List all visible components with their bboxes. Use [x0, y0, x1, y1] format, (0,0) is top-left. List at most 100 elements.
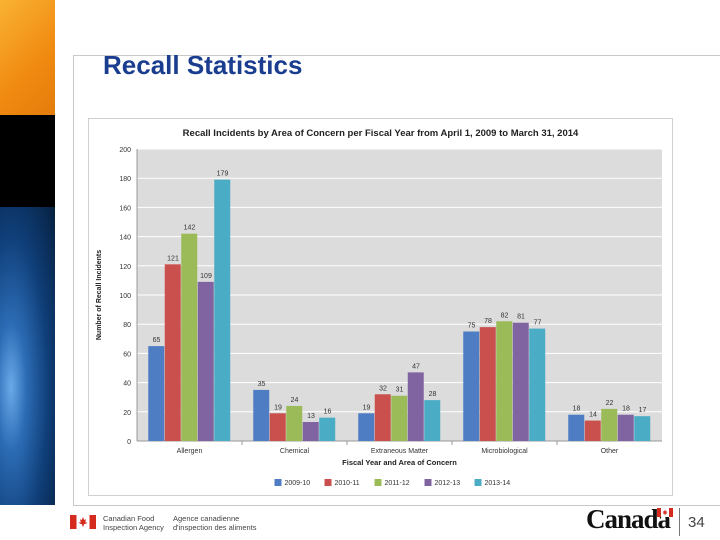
frame-horizontal-rule [73, 55, 720, 56]
y-tick-label: 0 [127, 439, 131, 446]
bar [181, 233, 198, 441]
data-label: 22 [606, 400, 614, 407]
bar [479, 327, 496, 441]
canada-flag-icon [70, 515, 96, 529]
bar-chart: 0 20 40 60 80 100 120 140 160 180 200 65 121 142 109 17… [96, 147, 662, 487]
data-label: 78 [484, 318, 492, 325]
x-axis-label: Fiscal Year and Area of Concern [342, 458, 457, 467]
side-band-blue [0, 207, 55, 507]
x-tick-label: Extraneous Matter [371, 448, 429, 455]
dept-en-line1: Canadian Food [103, 514, 155, 523]
y-tick-label: 80 [123, 322, 131, 329]
data-label: 18 [622, 406, 630, 413]
data-label: 28 [429, 391, 437, 398]
data-label: 81 [517, 314, 525, 321]
bar [197, 281, 214, 441]
y-tick-label: 60 [123, 351, 131, 358]
bar [584, 420, 601, 441]
data-label: 17 [639, 407, 647, 414]
y-tick-label: 160 [119, 205, 131, 212]
bar [391, 395, 408, 441]
legend-label: 2011-12 [385, 480, 410, 487]
data-label: 77 [534, 320, 542, 327]
department-name-french: Agence canadienne d'inspection des alime… [173, 514, 257, 532]
bar [358, 413, 375, 441]
data-label: 35 [258, 381, 266, 388]
x-tick-label: Microbiological [481, 448, 528, 455]
y-tick-label: 120 [119, 264, 131, 271]
bar [269, 413, 286, 441]
bar [214, 179, 231, 441]
wordmark-flag-icon [657, 508, 673, 517]
bar [634, 416, 651, 441]
bar [407, 372, 424, 441]
legend-swatch [374, 479, 382, 486]
legend-label: 2009-10 [285, 480, 311, 487]
bar [374, 394, 391, 441]
legend-label: 2010-11 [335, 480, 360, 487]
y-tick-label: 200 [119, 147, 131, 154]
y-tick-label: 100 [119, 293, 131, 300]
data-label: 14 [589, 412, 597, 419]
chart-title: Recall Incidents by Area of Concern per … [182, 128, 579, 139]
y-axis-label: Number of Recall Incidents [96, 250, 103, 340]
y-tick-label: 20 [123, 410, 131, 417]
data-label: 19 [274, 404, 282, 411]
bar [568, 414, 585, 441]
bar [424, 400, 441, 441]
bar [601, 408, 618, 441]
y-tick-label: 140 [119, 235, 131, 242]
frame-vertical-rule [73, 55, 74, 505]
bar [319, 417, 336, 441]
data-label: 82 [501, 312, 509, 319]
data-label: 16 [324, 409, 332, 416]
bar [253, 389, 270, 441]
department-name-english: Canadian Food Inspection Agency [103, 514, 164, 532]
x-tick-label: Chemical [280, 448, 310, 455]
slide-title: Recall Statistics [103, 50, 303, 80]
decorative-side-band [0, 0, 55, 540]
page-number: 34 [688, 514, 705, 531]
dept-en-line2: Inspection Agency [103, 523, 164, 532]
x-tick-label: Allergen [177, 448, 203, 455]
legend-swatch [324, 479, 332, 486]
data-label: 179 [217, 171, 229, 178]
legend-label: 2013-14 [485, 480, 511, 487]
bar [512, 322, 529, 441]
data-label: 13 [307, 413, 315, 420]
bar [617, 414, 634, 441]
data-label: 65 [153, 337, 161, 344]
bar [286, 405, 303, 441]
data-label: 109 [200, 273, 212, 280]
footer-separator [679, 508, 680, 536]
side-band-dark [0, 115, 55, 207]
data-label: 47 [412, 363, 420, 370]
bar [529, 328, 546, 441]
data-label: 31 [396, 387, 404, 394]
legend-swatch [274, 479, 282, 486]
y-tick-label: 180 [119, 176, 131, 183]
legend-label: 2012-13 [435, 480, 461, 487]
data-label: 121 [167, 255, 179, 262]
legend-swatch [474, 479, 482, 486]
dept-fr-line1: Agence canadienne [173, 514, 240, 523]
canada-wordmark: Canada [586, 504, 671, 534]
footer-rule [73, 505, 720, 506]
bar [148, 346, 165, 441]
bar [164, 264, 181, 441]
chart-frame: Recall Incidents by Area of Concern per … [88, 118, 673, 496]
bar [496, 321, 513, 441]
y-tick-label: 40 [123, 381, 131, 388]
dept-fr-line2: d'inspection des aliments [173, 523, 257, 532]
legend-swatch [424, 479, 432, 486]
data-label: 142 [184, 225, 196, 232]
data-label: 19 [363, 404, 371, 411]
footer [0, 505, 720, 540]
bar [463, 331, 480, 441]
bar [302, 422, 319, 441]
data-label: 24 [291, 397, 299, 404]
data-label: 75 [468, 323, 476, 330]
x-tick-label: Other [601, 448, 619, 455]
data-label: 18 [573, 406, 581, 413]
data-label: 32 [379, 385, 387, 392]
